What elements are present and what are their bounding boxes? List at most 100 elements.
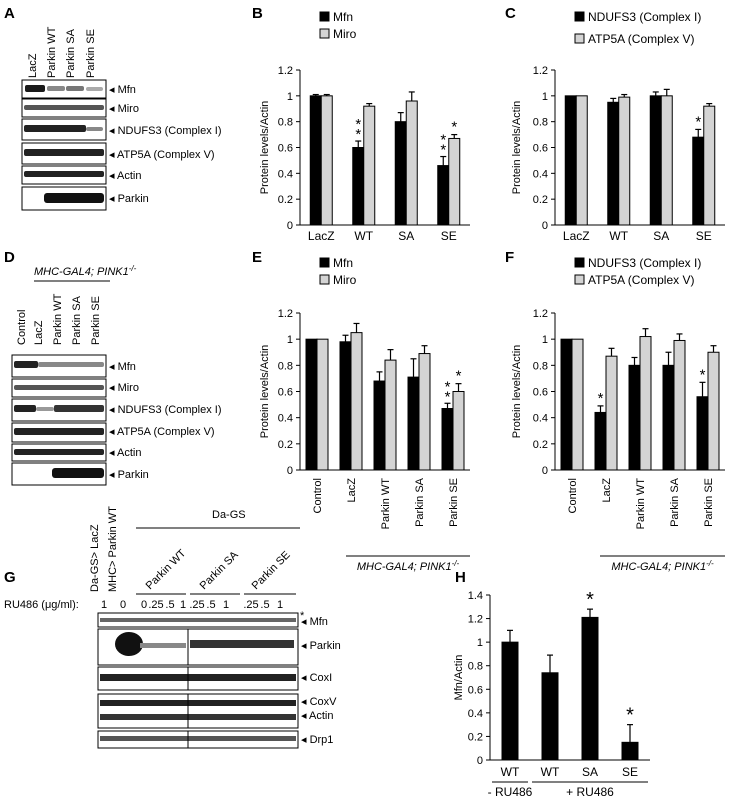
group-label-parkin-sa: Parkin SA [198, 549, 242, 593]
bar [316, 338, 329, 471]
blot-label-ndufs3: ◂ NDUFS3 (Complex I) [109, 404, 221, 416]
chart-f: 0 0.2 0.4 0.6 0.8 1 1.2 Protein levels/Actin Con… [511, 256, 725, 573]
panel-a-blot: LacZ Parkin WT Parkin SA Parkin SE ◂ Mfn… [21, 26, 221, 211]
y-tick-label: 0.6 [278, 387, 293, 399]
ru486-value: .5 [206, 599, 215, 611]
bar [448, 137, 461, 226]
blot-band [14, 449, 104, 455]
y-axis-label: Mfn/Actin [453, 655, 465, 701]
y-tick-label: 1 [477, 637, 483, 649]
y-tick-label: 0.8 [278, 360, 293, 372]
blot-band [47, 86, 65, 91]
bar [373, 380, 386, 471]
significance-marker: * [355, 116, 361, 133]
y-tick-label: 1.2 [468, 614, 483, 626]
blot-band [54, 405, 104, 412]
bar [350, 332, 363, 471]
panel-letter-f: F [505, 249, 514, 266]
bar [363, 105, 376, 226]
ru486-value: .25 [243, 599, 258, 611]
y-tick-label: 1.2 [278, 65, 293, 77]
lane-label-parkin-sa: Parkin SA [65, 28, 77, 78]
category-label: WT [541, 765, 560, 779]
category-label: WT [609, 229, 628, 243]
ru486-value: 1 [180, 599, 186, 611]
lane-label-lacz: LacZ [27, 53, 39, 78]
blot-label-actin: ◂ Actin [109, 447, 141, 459]
blot-band [66, 86, 84, 91]
legend-label: ATP5A (Complex V) [588, 273, 694, 287]
dags-header: Da-GS [212, 509, 246, 521]
bar [703, 105, 716, 226]
category-label: SE [696, 229, 712, 243]
significance-marker: * [451, 119, 457, 136]
blot-band [24, 171, 104, 177]
legend-swatch [319, 257, 330, 268]
blot-band [100, 674, 296, 681]
blot-band [25, 85, 45, 92]
legend-label: Miro [333, 273, 357, 287]
genotype-label: MHC-GAL4; PINK1-/- [34, 264, 137, 278]
blot-label-mfn: ◂ Mfn [109, 361, 136, 373]
treatment-label: - RU486 [488, 785, 533, 799]
significance-marker: * [586, 589, 594, 611]
y-tick-label: 0.2 [468, 731, 483, 743]
category-label: Control [312, 478, 324, 513]
blot-label-coxv: ◂ CoxV [301, 696, 337, 708]
blot-label-atp5a: ◂ ATP5A (Complex V) [109, 149, 215, 161]
blot-band [115, 632, 143, 656]
blot-band [24, 149, 104, 156]
bar [320, 95, 333, 226]
significance-marker: * [598, 390, 604, 407]
group-label: MHC-GAL4; PINK1-/- [611, 559, 714, 573]
blot-strip-coxv-actin [97, 693, 299, 729]
chart-e: 0 0.2 0.4 0.6 0.8 1 1.2 Protein levels/Actin Con… [259, 256, 470, 573]
legend-swatch [574, 11, 585, 22]
y-tick-label: 0 [542, 220, 548, 232]
y-tick-label: 0.2 [533, 194, 548, 206]
y-axis-label: Protein levels/Actin [259, 345, 271, 439]
lane-label-mhc-parkin-wt: MHC> Parkin WT [107, 506, 119, 592]
category-label: Parkin WT [635, 478, 647, 530]
blot-band [14, 385, 104, 390]
bar [673, 339, 686, 471]
y-tick-label: 0.8 [468, 661, 483, 673]
blot-label-miro: ◂ Miro [109, 382, 139, 394]
y-tick-label: 1.2 [533, 65, 548, 77]
blot-label-coxi: ◂ CoxI [301, 672, 332, 684]
legend-label: Mfn [333, 10, 353, 24]
category-label: LacZ [308, 229, 335, 243]
panel-letter-g: G [4, 569, 16, 586]
ru486-value: .25 [189, 599, 204, 611]
y-tick-label: 0 [542, 465, 548, 477]
y-tick-label: 0 [287, 465, 293, 477]
y-tick-label: 1 [542, 334, 548, 346]
category-label: Parkin SA [669, 477, 681, 527]
panel-letter-c: C [505, 5, 516, 22]
category-label: SE [622, 765, 638, 779]
y-tick-label: 1.2 [533, 308, 548, 320]
blot-label-actin: ◂ Actin [109, 170, 141, 182]
nonspecific-asterisk: * [300, 610, 305, 622]
bar [564, 95, 577, 226]
bar [352, 147, 365, 226]
bar [441, 408, 454, 471]
y-tick-label: 0.8 [278, 117, 293, 129]
significance-marker: * [445, 378, 451, 395]
ru486-value: .5 [165, 599, 174, 611]
y-axis-label: Protein levels/Actin [511, 101, 523, 195]
panel-d-blot: MHC-GAL4; PINK1-/- Control LacZ Parkin W… [11, 264, 221, 486]
legend-label: NDUFS3 (Complex I) [588, 10, 701, 24]
significance-marker: * [626, 705, 634, 727]
bar [437, 165, 450, 226]
y-axis-label: Protein levels/Actin [259, 101, 271, 195]
blot-band [86, 87, 103, 91]
bar [407, 376, 420, 471]
y-tick-label: 0.2 [278, 439, 293, 451]
ru486-value: 0 [120, 599, 126, 611]
lane-label-dags-lacz: Da-GS> LacZ [89, 524, 101, 592]
y-tick-label: 0.2 [278, 194, 293, 206]
lane-label-control: Control [16, 310, 28, 345]
significance-marker: * [355, 126, 361, 143]
